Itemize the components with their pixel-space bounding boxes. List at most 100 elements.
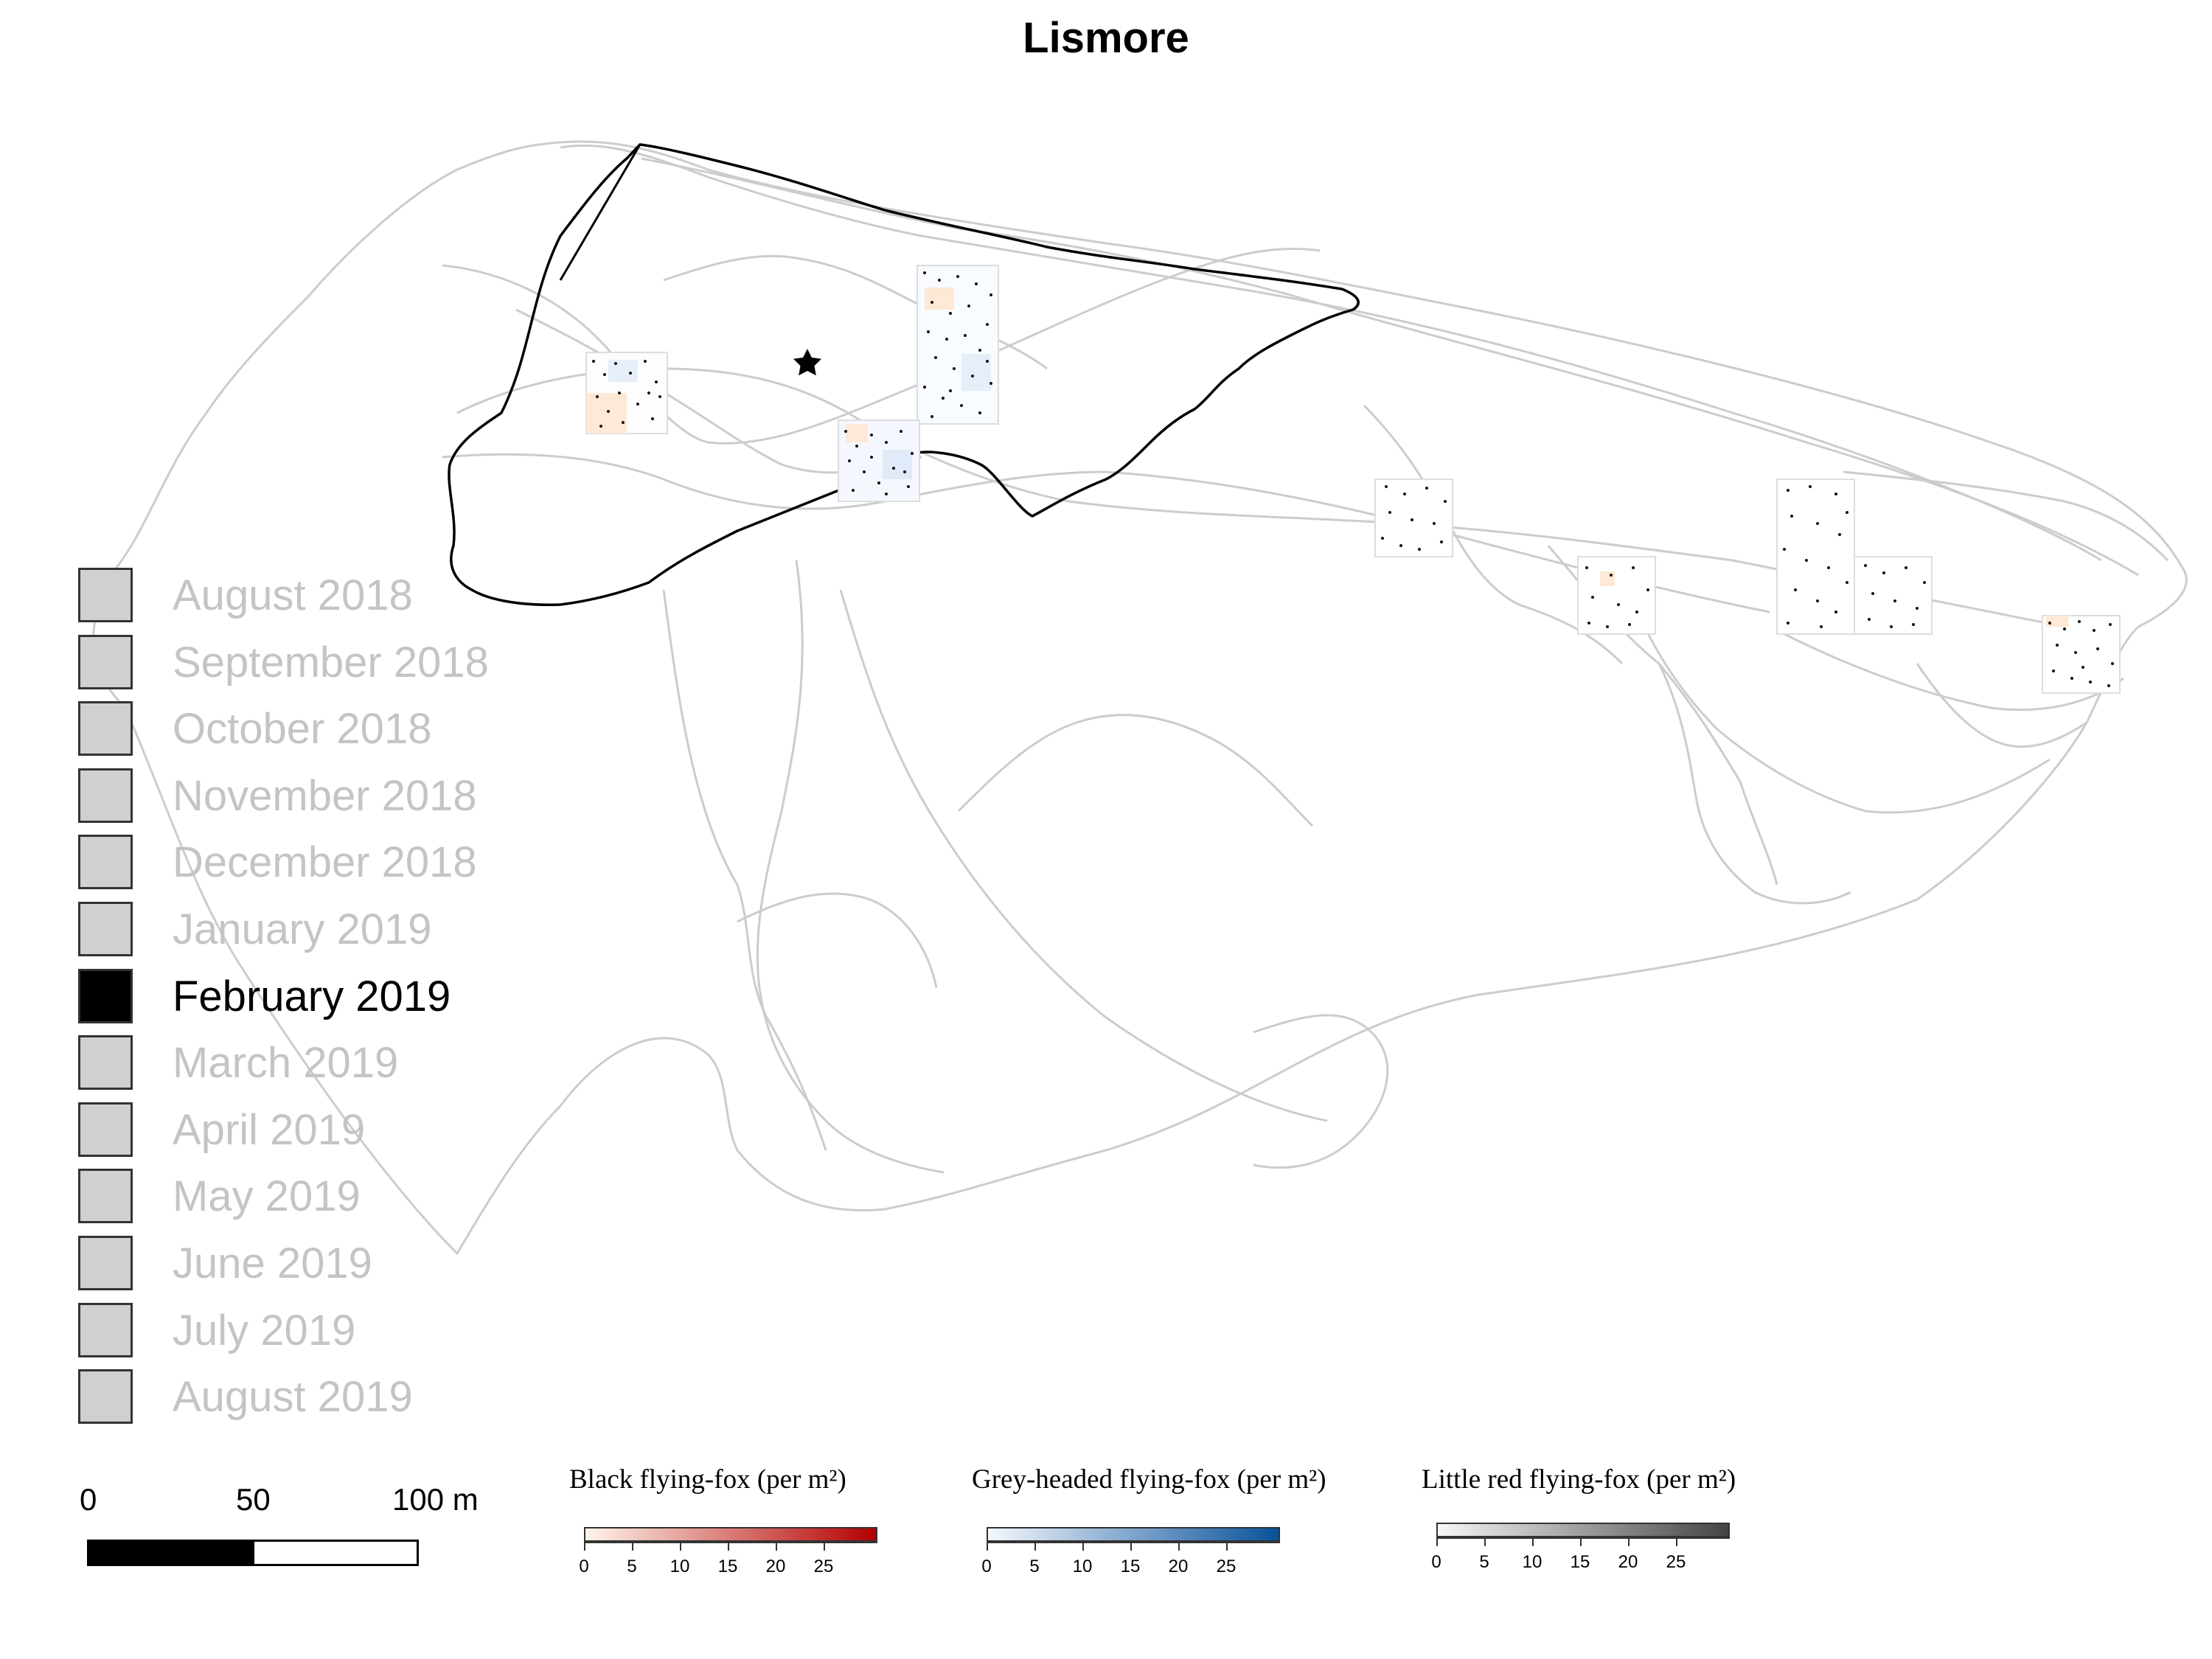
colorbar-tick — [632, 1542, 633, 1551]
month-swatch — [78, 902, 133, 956]
track — [442, 247, 1321, 445]
month-swatch — [78, 1369, 133, 1425]
month-swatch — [78, 1169, 133, 1224]
colorbar-tick — [1226, 1542, 1228, 1551]
colorbar-tick — [1628, 1537, 1630, 1546]
density-cell — [585, 352, 668, 434]
colorbar-tick-label: 25 — [813, 1557, 834, 1576]
month-swatch — [78, 1035, 133, 1091]
track — [1843, 470, 2169, 562]
colorbar-little-red-flying-fox: Little red flying-fox (per m²) 0 5 10 15 20 2… — [1422, 1464, 1864, 1611]
track — [756, 560, 945, 1174]
colorbar-tick-label: 10 — [1072, 1557, 1093, 1576]
month-label: January 2019 — [173, 905, 432, 953]
month-legend-item: June 2019 — [78, 1236, 594, 1295]
colorbar-title: Little red flying-fox (per m²) — [1422, 1464, 1736, 1495]
month-label: March 2019 — [173, 1039, 399, 1088]
colorbar-ticks: 0 5 10 15 20 25 — [981, 1542, 1280, 1586]
density-cell — [1577, 556, 1656, 635]
month-swatch — [78, 701, 133, 757]
month-label: October 2018 — [173, 705, 432, 754]
month-label: May 2019 — [173, 1172, 361, 1221]
scale-segment-white — [252, 1540, 419, 1566]
month-legend-item: September 2018 — [78, 634, 594, 694]
month-legend-item: January 2019 — [78, 902, 594, 961]
colorbar-tick — [728, 1542, 729, 1551]
colorbar-tick — [987, 1542, 988, 1551]
track — [1363, 404, 1624, 665]
colorbar-tick — [1580, 1537, 1582, 1546]
colorbar-tick-label: 10 — [669, 1557, 690, 1576]
colorbar-grey-headed-flying-fox: Grey-headed flying-fox (per m²) 0 5 10 15 20… — [972, 1464, 1414, 1611]
track — [957, 714, 1314, 827]
density-cell — [2042, 615, 2121, 694]
month-swatch — [78, 634, 133, 689]
site-boundary — [448, 143, 1360, 607]
track — [442, 453, 1770, 613]
track — [1253, 1014, 1389, 1169]
track — [1916, 663, 2087, 748]
density-grids — [585, 265, 2121, 694]
colorbar-tick-label: 0 — [1431, 1552, 1441, 1572]
month-label: August 2019 — [173, 1373, 413, 1422]
colorbar-tick — [1130, 1542, 1132, 1551]
month-swatch — [78, 568, 133, 622]
colorbar-tick-label: 0 — [981, 1557, 992, 1576]
colorbar-tick-label: 25 — [1216, 1557, 1237, 1576]
month-swatch — [78, 835, 133, 890]
month-legend-item: May 2019 — [78, 1169, 594, 1228]
scale-segment-black — [87, 1540, 252, 1566]
colorbar-title: Black flying-fox (per m²) — [569, 1464, 846, 1495]
month-legend-item: December 2018 — [78, 835, 594, 894]
month-label: April 2019 — [173, 1105, 366, 1154]
colorbar-tick-label: 15 — [1570, 1552, 1590, 1572]
colorbar-tick-label: 20 — [1618, 1552, 1638, 1572]
star-icon — [793, 349, 821, 376]
scale-label-0: 0 — [80, 1482, 97, 1517]
track — [1658, 663, 1851, 905]
month-legend-item: November 2018 — [78, 768, 594, 827]
colorbar-tick — [1532, 1537, 1534, 1546]
density-cell — [917, 265, 999, 425]
colorbar-tick — [584, 1542, 585, 1551]
colorbar-tick-label: 25 — [1666, 1552, 1686, 1572]
track — [456, 367, 2065, 628]
colorbar-ticks: 0 5 10 15 20 25 — [1431, 1537, 1730, 1582]
month-swatch — [78, 968, 133, 1023]
colorbar-ramp — [584, 1527, 877, 1542]
colorbar-ticks: 0 5 10 15 20 25 — [579, 1542, 877, 1586]
colorbar-tick — [1484, 1537, 1486, 1546]
month-legend-item: July 2019 — [78, 1302, 594, 1362]
colorbar-tick — [824, 1542, 825, 1551]
colorbar-tick — [1436, 1537, 1438, 1546]
colorbar-tick-label: 20 — [1168, 1557, 1189, 1576]
month-legend-item: August 2019 — [78, 1369, 594, 1428]
density-cell — [1854, 556, 1933, 635]
month-label: June 2019 — [173, 1239, 372, 1287]
month-legend-item: August 2018 — [78, 568, 594, 627]
gps-tracks — [91, 140, 2188, 1255]
month-swatch — [78, 1236, 133, 1290]
boundary-tail — [559, 144, 641, 281]
month-label: November 2018 — [173, 771, 477, 820]
month-legend-item: February 2019 — [78, 968, 594, 1028]
colorbar-tick-label: 20 — [765, 1557, 786, 1576]
track — [560, 144, 2102, 562]
map-title: Lismore — [1023, 14, 1189, 62]
colorbar-tick — [1034, 1542, 1036, 1551]
colorbar-tick — [680, 1542, 681, 1551]
track — [839, 589, 1328, 1122]
month-swatch — [78, 1102, 133, 1157]
colorbar-tick — [1082, 1542, 1084, 1551]
track — [1784, 633, 2124, 712]
density-cell — [1374, 479, 1453, 557]
colorbar-tick-label: 5 — [1029, 1557, 1040, 1576]
colorbar-title: Grey-headed flying-fox (per m²) — [972, 1464, 1326, 1495]
track — [662, 589, 827, 1151]
month-swatch — [78, 1302, 133, 1357]
colorbar-tick — [776, 1542, 777, 1551]
scale-bar: 0 50 100 m — [74, 1482, 487, 1578]
track — [737, 892, 938, 989]
month-swatch — [78, 768, 133, 823]
